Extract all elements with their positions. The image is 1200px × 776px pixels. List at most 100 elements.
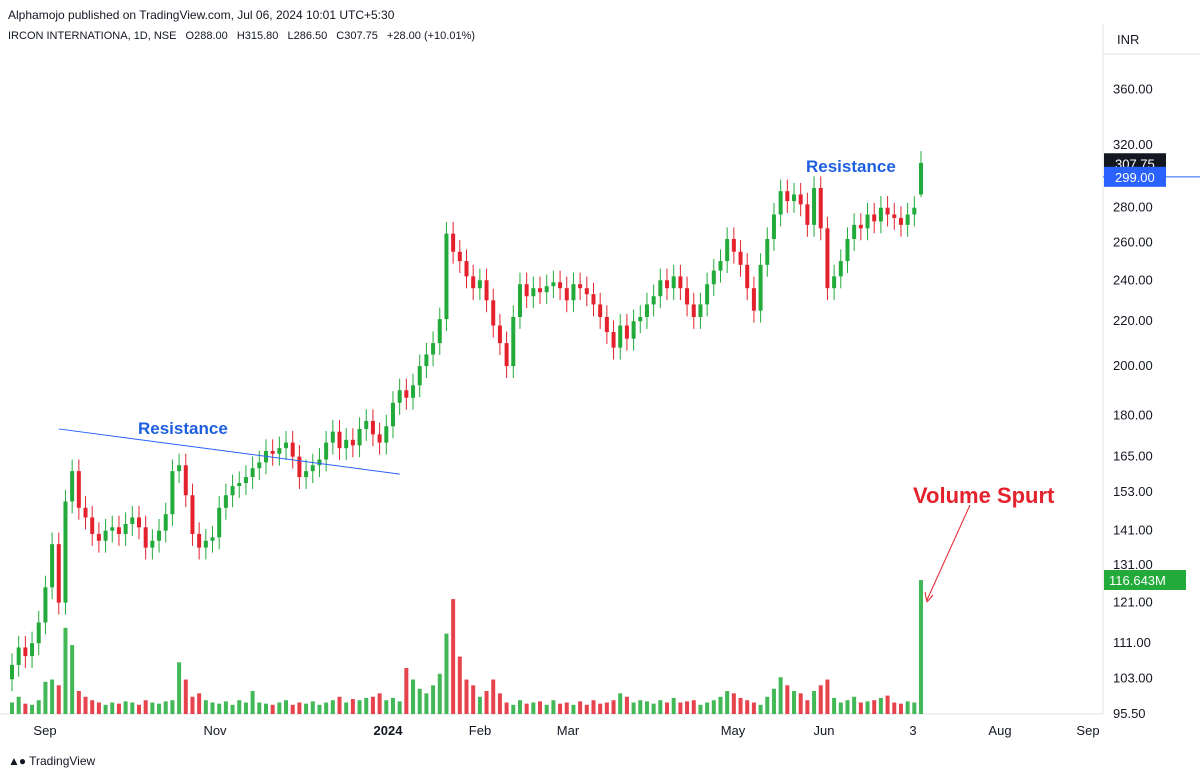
candle[interactable] — [598, 292, 603, 329]
volume-bar[interactable] — [778, 677, 783, 714]
volume-bar[interactable] — [471, 685, 476, 714]
candle[interactable] — [297, 445, 302, 489]
volume-bar[interactable] — [136, 704, 141, 714]
volume-bar[interactable] — [270, 704, 275, 714]
volume-bar[interactable] — [771, 688, 776, 714]
volume-bar[interactable] — [16, 696, 21, 714]
candle[interactable] — [738, 240, 743, 277]
volume-bar[interactable] — [865, 701, 870, 714]
volume-bar[interactable] — [310, 701, 315, 714]
candle[interactable] — [250, 456, 255, 489]
volume-bar[interactable] — [230, 704, 235, 714]
currency-label[interactable]: INR — [1117, 32, 1139, 47]
volume-bar[interactable] — [491, 679, 496, 714]
candle[interactable] — [497, 313, 502, 356]
volume-bar[interactable] — [812, 691, 817, 714]
volume-bar[interactable] — [277, 702, 282, 714]
candle[interactable] — [771, 202, 776, 251]
volume-bar[interactable] — [63, 627, 68, 714]
volume-bar[interactable] — [397, 701, 402, 714]
candle[interactable] — [50, 532, 55, 600]
candle[interactable] — [210, 525, 215, 553]
candle[interactable] — [644, 292, 649, 329]
volume-bar[interactable] — [451, 599, 456, 714]
candle[interactable] — [304, 459, 309, 489]
volume-bar[interactable] — [384, 700, 389, 714]
candle[interactable] — [725, 227, 730, 273]
candle[interactable] — [424, 342, 429, 379]
volume-bar[interactable] — [852, 696, 857, 714]
candle[interactable] — [517, 272, 522, 329]
volume-bar[interactable] — [818, 685, 823, 714]
volume-bar[interactable] — [30, 704, 35, 714]
volume-bar[interactable] — [671, 697, 676, 714]
candle[interactable] — [230, 474, 235, 508]
candle[interactable] — [464, 249, 469, 289]
volume-bar[interactable] — [678, 702, 683, 714]
candle[interactable] — [76, 459, 81, 520]
candle[interactable] — [451, 222, 456, 264]
volume-bar[interactable] — [210, 702, 215, 714]
volume-bar[interactable] — [23, 703, 28, 714]
candle[interactable] — [838, 249, 843, 289]
candle[interactable] — [43, 575, 48, 635]
candle[interactable] — [96, 522, 101, 553]
volume-bar[interactable] — [544, 704, 549, 714]
candle[interactable] — [444, 222, 449, 332]
candle[interactable] — [217, 496, 222, 550]
volume-bar[interactable] — [731, 693, 736, 714]
volume-bar[interactable] — [825, 679, 830, 714]
candle[interactable] — [136, 505, 141, 540]
candle[interactable] — [417, 354, 422, 398]
volume-bar[interactable] — [611, 700, 616, 714]
volume-bar[interactable] — [638, 700, 643, 714]
candle[interactable] — [290, 430, 295, 469]
volume-bar[interactable] — [96, 702, 101, 714]
candle[interactable] — [90, 505, 95, 546]
candle[interactable] — [170, 459, 175, 527]
candle[interactable] — [578, 272, 583, 301]
volume-bar[interactable] — [337, 696, 342, 714]
candle[interactable] — [324, 430, 329, 472]
volume-bar[interactable] — [170, 700, 175, 714]
candle[interactable] — [691, 292, 696, 329]
volume-bar[interactable] — [76, 691, 81, 714]
candle[interactable] — [558, 270, 563, 301]
volume-bar[interactable] — [364, 697, 369, 714]
volume-bar[interactable] — [832, 697, 837, 714]
candle[interactable] — [591, 282, 596, 317]
candle[interactable] — [544, 274, 549, 305]
volume-bar[interactable] — [918, 580, 924, 714]
volume-bar[interactable] — [691, 700, 696, 714]
candle[interactable] — [143, 515, 148, 560]
volume-bar[interactable] — [444, 633, 449, 714]
volume-bar[interactable] — [892, 702, 897, 714]
candle[interactable] — [23, 635, 28, 669]
candle[interactable] — [678, 264, 683, 301]
candle[interactable] — [651, 284, 656, 317]
candle[interactable] — [317, 447, 322, 478]
volume-bar[interactable] — [317, 704, 322, 714]
volume-bar[interactable] — [885, 695, 890, 714]
volume-bar[interactable] — [163, 701, 168, 714]
candle[interactable] — [431, 331, 436, 367]
volume-bar[interactable] — [357, 700, 362, 714]
candle[interactable] — [885, 196, 890, 227]
candle[interactable] — [785, 179, 790, 213]
volume-bar[interactable] — [792, 691, 797, 714]
volume-bar[interactable] — [330, 700, 335, 714]
candle[interactable] — [731, 227, 736, 264]
candle[interactable] — [624, 313, 629, 351]
candle[interactable] — [898, 206, 903, 237]
candle[interactable] — [918, 151, 924, 197]
volume-bar[interactable] — [190, 696, 195, 714]
volume-bar[interactable] — [504, 702, 509, 714]
candle[interactable] — [310, 453, 315, 484]
symbol-name[interactable]: IRCON INTERNATIONA, 1D, NSE — [8, 30, 177, 42]
volume-bar[interactable] — [758, 704, 763, 714]
volume-bar[interactable] — [511, 704, 516, 714]
candle[interactable] — [718, 249, 723, 283]
candle[interactable] — [411, 373, 416, 410]
volume-bar[interactable] — [838, 702, 843, 714]
